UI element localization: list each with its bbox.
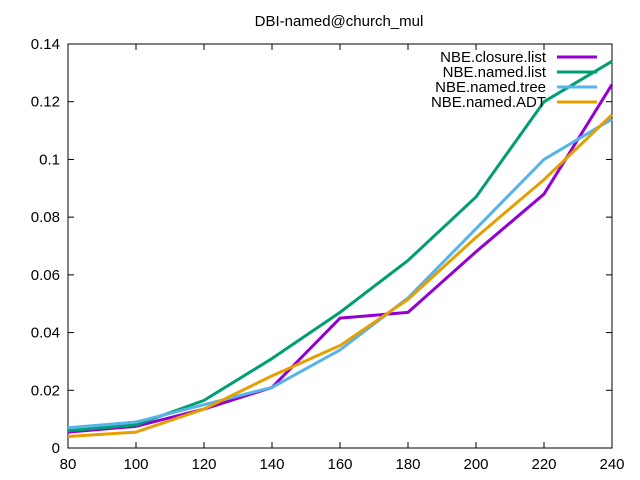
- series-line-nbe-named-tree: [67, 117, 613, 430]
- legend: NBE.closure.listNBE.named.listNBE.named.…: [431, 49, 597, 111]
- x-tick-label: 140: [259, 456, 284, 473]
- y-tick-label: 0.04: [31, 325, 60, 342]
- y-tick-label: 0.14: [31, 36, 60, 53]
- legend-label: NBE.closure.list: [440, 49, 547, 66]
- x-tick-label: 240: [599, 456, 624, 473]
- x-tick-label: 160: [327, 456, 352, 473]
- series-line-nbe-named-adt: [67, 113, 614, 438]
- y-tick-label: 0: [52, 440, 60, 457]
- legend-label: NBE.named.list: [443, 64, 547, 81]
- series-layer: [67, 60, 614, 438]
- y-tick-label: 0.1: [39, 151, 60, 168]
- series-line-nbe-named-list: [67, 60, 613, 433]
- y-tick-label: 0.06: [31, 267, 60, 284]
- y-tick-label: 0.02: [31, 382, 60, 399]
- legend-label: NBE.named.tree: [435, 79, 546, 96]
- x-tick-label: 200: [463, 456, 488, 473]
- legend-label: NBE.named.ADT: [431, 94, 546, 111]
- x-tick-label: 100: [123, 456, 148, 473]
- x-tick-label: 120: [191, 456, 216, 473]
- y-tick-label: 0.08: [31, 209, 60, 226]
- series-line-nbe-closure-list: [67, 83, 614, 434]
- x-tick-label: 80: [60, 456, 77, 473]
- y-tick-label: 0.12: [31, 94, 60, 111]
- chart-title: DBI-named@church_mul: [255, 13, 424, 30]
- x-tick-label: 220: [531, 456, 556, 473]
- axes: 0 0.02 0.04 0.06 0.08 0.1 0.12 0.14 80 100 120 140 1…: [31, 36, 625, 473]
- x-tick-label: 180: [395, 456, 420, 473]
